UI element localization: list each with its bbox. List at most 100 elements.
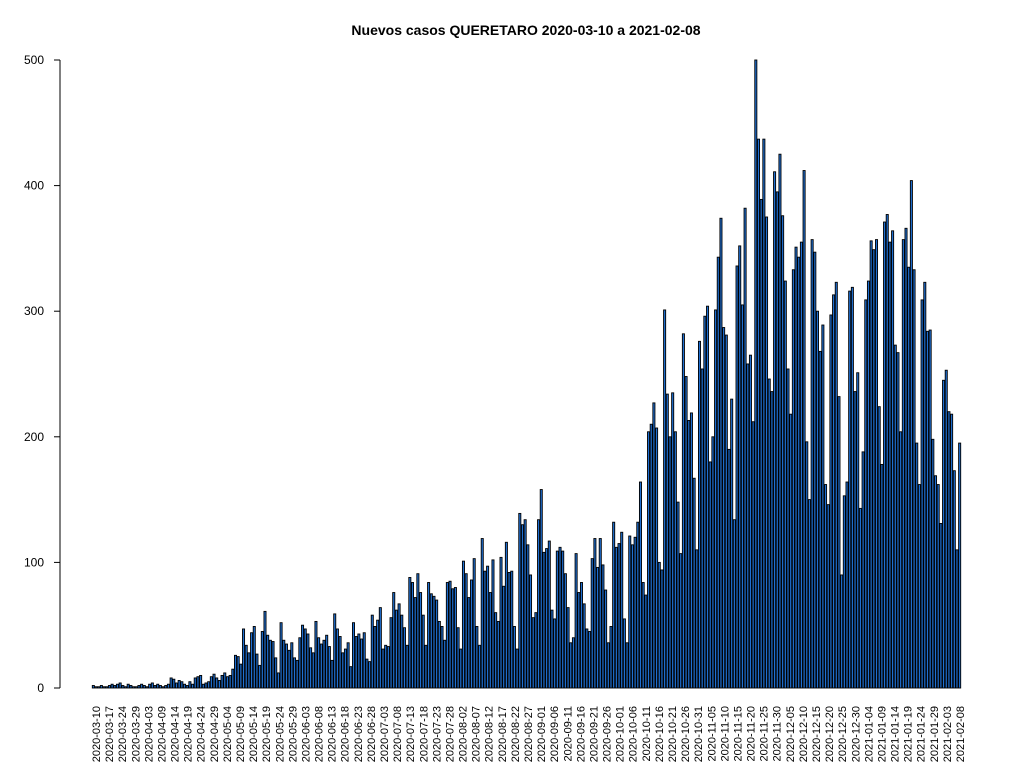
bar <box>352 622 355 689</box>
bar <box>99 685 103 689</box>
bar <box>440 626 444 689</box>
bar <box>681 333 685 689</box>
bar <box>156 683 160 689</box>
bar <box>212 673 216 689</box>
bar <box>553 618 557 689</box>
bar <box>150 682 154 689</box>
x-tick-label: 2020-04-19 <box>183 706 195 762</box>
x-tick-label: 2020-08-02 <box>458 706 470 762</box>
x-tick-label: 2020-03-17 <box>104 706 116 762</box>
x-tick-label: 2021-01-14 <box>890 706 902 762</box>
bar <box>775 191 779 689</box>
bar <box>354 636 358 689</box>
bar <box>542 551 546 689</box>
bar <box>757 138 761 689</box>
bar <box>904 227 908 689</box>
bar <box>124 686 128 689</box>
bar <box>499 556 503 689</box>
x-tick-label: 2021-02-08 <box>955 706 967 762</box>
bar <box>306 633 310 689</box>
bar <box>947 411 951 689</box>
bar <box>129 685 133 689</box>
bar <box>362 632 366 689</box>
x-tick-label: 2020-11-10 <box>719 706 731 761</box>
bar <box>765 216 769 689</box>
bar <box>416 573 420 689</box>
bar <box>448 580 452 689</box>
bar <box>158 685 162 689</box>
bar <box>260 631 264 689</box>
bar <box>872 249 876 689</box>
x-tick-label: 2021-01-04 <box>863 706 875 762</box>
bar <box>140 683 144 689</box>
x-tick-label: 2020-08-27 <box>523 706 535 762</box>
bar <box>936 484 940 689</box>
bar <box>217 680 221 689</box>
bar <box>282 639 286 689</box>
x-tick-label: 2020-12-15 <box>811 706 823 762</box>
bar <box>113 685 117 689</box>
x-tick-label: 2020-09-01 <box>536 706 548 762</box>
bar <box>287 649 291 689</box>
bar <box>293 657 296 689</box>
x-tick-label: 2020-11-15 <box>732 706 744 761</box>
bar <box>191 683 195 689</box>
bar <box>810 239 814 689</box>
bar <box>598 538 602 689</box>
x-tick-label: 2020-12-20 <box>824 706 836 762</box>
bar <box>622 618 626 689</box>
bar <box>335 628 339 689</box>
x-tick-label: 2020-07-28 <box>444 706 456 762</box>
bar <box>486 565 490 689</box>
bar <box>727 448 731 689</box>
bar <box>204 682 208 689</box>
x-tick-label: 2020-10-21 <box>667 706 679 762</box>
bar <box>91 685 95 689</box>
bar <box>445 582 449 689</box>
bar <box>703 315 707 689</box>
bar <box>706 305 710 689</box>
bar <box>483 570 487 689</box>
bar <box>247 652 251 689</box>
bar <box>663 309 667 689</box>
bar <box>912 269 916 689</box>
y-tick-label: 500 <box>24 53 44 67</box>
bar <box>268 639 272 689</box>
bar <box>832 294 836 689</box>
x-tick-label: 2020-04-14 <box>170 706 182 762</box>
bar <box>604 589 608 689</box>
bar <box>636 521 640 689</box>
bar <box>451 588 455 689</box>
x-tick-label: 2020-10-16 <box>654 706 666 762</box>
bar <box>555 550 559 689</box>
bar <box>97 686 101 689</box>
x-tick-label: 2020-11-25 <box>759 706 771 761</box>
bar <box>740 304 744 689</box>
bar <box>166 683 170 689</box>
bar <box>153 685 157 689</box>
bar <box>797 256 801 689</box>
x-tick-label: 2020-06-03 <box>300 706 312 762</box>
bar <box>942 379 946 689</box>
bar <box>201 683 205 689</box>
bar <box>400 614 404 689</box>
x-tick-label: 2020-04-29 <box>209 706 221 762</box>
bar <box>840 574 844 689</box>
bar <box>298 637 302 689</box>
bar <box>349 666 353 689</box>
bar <box>142 685 146 689</box>
bar <box>322 639 326 689</box>
bar <box>807 499 811 689</box>
bar <box>834 281 838 689</box>
bar <box>858 507 862 689</box>
x-tick-label: 2020-03-24 <box>117 706 129 762</box>
bar <box>630 544 634 689</box>
bar <box>754 59 758 689</box>
x-axis: 2020-03-10 2020-03-17 2020-03-24 2020-03-29… <box>91 706 967 762</box>
bar <box>883 221 887 689</box>
x-tick-label: 2020-10-31 <box>693 706 705 762</box>
bar <box>738 245 742 689</box>
bar <box>958 442 962 689</box>
bar <box>695 549 699 689</box>
